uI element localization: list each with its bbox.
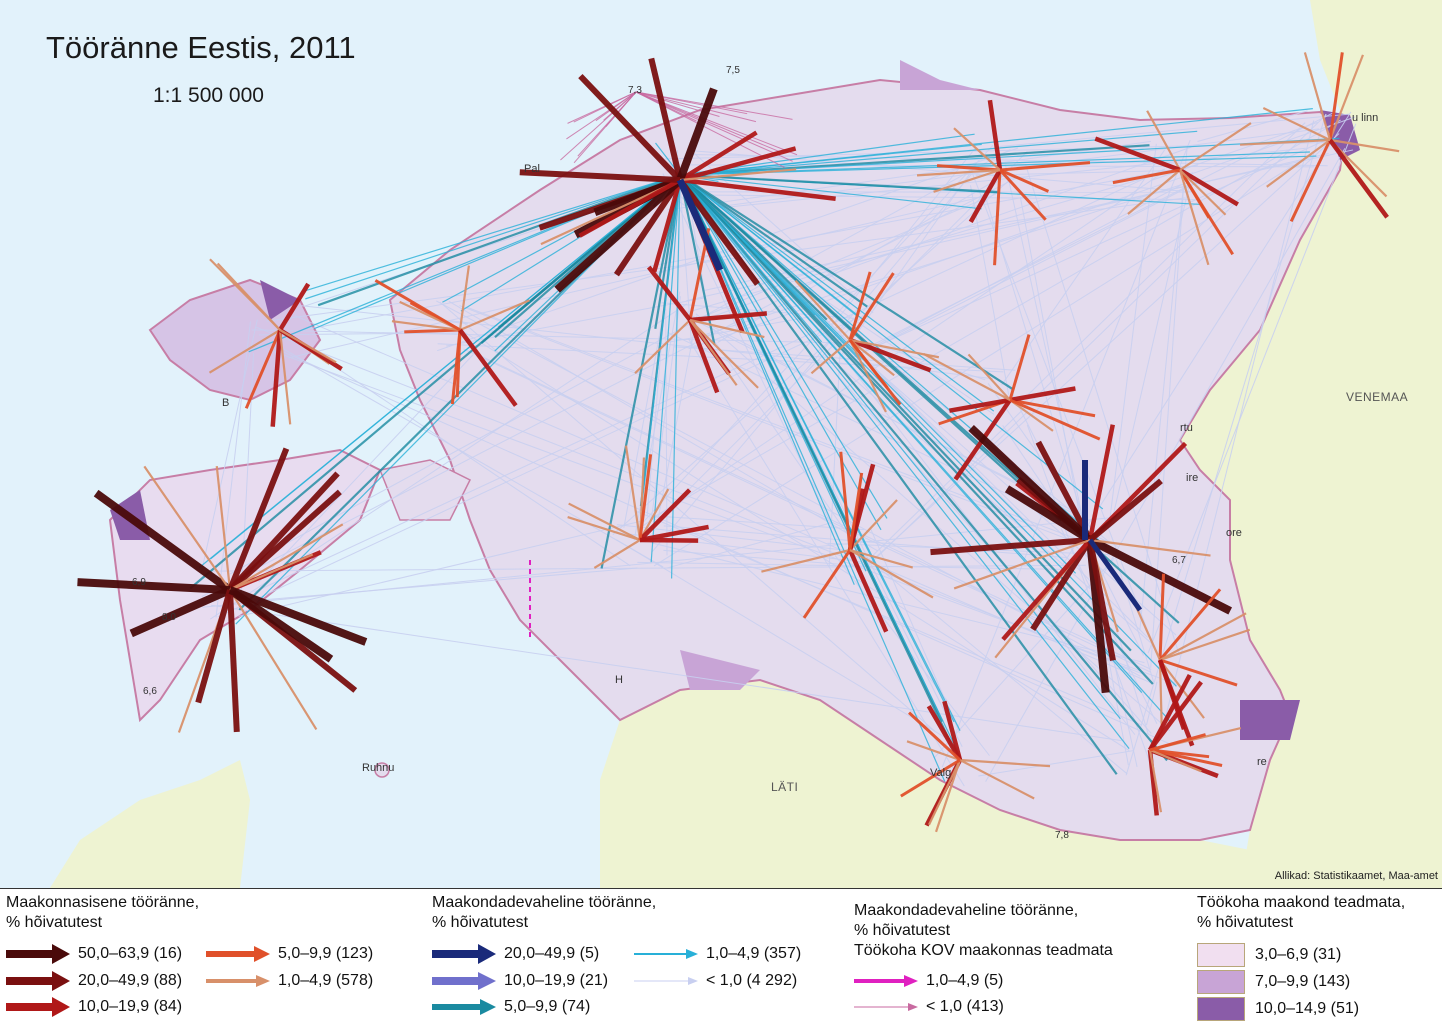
map-number-label: 7,3 xyxy=(628,85,642,96)
town-label-valga: Valg xyxy=(930,767,951,779)
map-number-label: 6,6 xyxy=(143,686,157,697)
color-swatch xyxy=(1197,997,1245,1021)
legend-item: 10,0–19,9 (21) xyxy=(432,971,608,991)
legend-workplace-unknown: Töökoha maakond teadmata, % hõivatutest xyxy=(1197,893,1405,933)
legend-heading: Maakonnasisene tööränne, xyxy=(6,893,199,913)
legend-heading: Maakondadevaheline tööränne, xyxy=(432,893,656,913)
arrow-icon xyxy=(6,944,70,964)
arrow-icon xyxy=(6,971,70,991)
arrow-icon xyxy=(432,997,496,1017)
town-label-ruhnu: Ruhnu xyxy=(362,762,394,774)
arrow-icon xyxy=(854,971,918,991)
arrow-icon xyxy=(6,997,70,1017)
legend-item: 10,0–19,9 (84) xyxy=(6,997,182,1017)
legend-item: < 1,0 (413) xyxy=(854,997,1004,1017)
color-swatch xyxy=(1197,970,1245,994)
map-number-label: 6,9 xyxy=(132,577,146,588)
arrow-icon xyxy=(206,944,270,964)
legend-between-unknown-kov: Maakondadevaheline tööränne, % hõivatute… xyxy=(854,901,1113,961)
country-label-latvia: LÄTI xyxy=(771,780,798,794)
legend-item: 20,0–49,9 (88) xyxy=(6,971,182,991)
legend-item: 3,0–6,9 (31) xyxy=(1197,943,1341,967)
flow-arrow-within xyxy=(640,540,698,541)
legend-item: 10,0–14,9 (51) xyxy=(1197,997,1359,1021)
legend-item: < 1,0 (4 292) xyxy=(634,971,797,991)
legend-heading: Maakondadevaheline tööränne, xyxy=(854,901,1113,921)
arrow-icon xyxy=(432,944,496,964)
map-area: 7,5 7,3 6,9 8,0 6,6 7,8 6,7 Tööränne Ees… xyxy=(0,0,1442,888)
legend-item: 5,0–9,9 (123) xyxy=(206,944,373,964)
map-number-label: 7,8 xyxy=(1055,830,1069,841)
legend-item: 1,0–4,9 (578) xyxy=(206,971,373,991)
map-number-label: 8,0 xyxy=(162,612,176,623)
arrow-icon xyxy=(206,971,270,991)
color-swatch xyxy=(1197,943,1245,967)
legend-subheading: % hõivatutest xyxy=(854,921,1113,941)
source-credit: Allikad: Statistikaamet, Maa-amet xyxy=(1275,870,1438,882)
map-number-label: 7,5 xyxy=(726,65,740,76)
town-label-haapsalu: H xyxy=(615,674,623,686)
map-number-label: 6,7 xyxy=(1172,555,1186,566)
legend-item: 5,0–9,9 (74) xyxy=(432,997,590,1017)
legend-subheading: Töökoha KOV maakonnas teadmata xyxy=(854,941,1113,961)
arrow-icon xyxy=(634,971,698,991)
legend-item: 7,0–9,9 (143) xyxy=(1197,970,1350,994)
legend-item: 1,0–4,9 (5) xyxy=(854,971,1003,991)
legend-item: 20,0–49,9 (5) xyxy=(432,944,599,964)
arrow-icon xyxy=(432,971,496,991)
country-label-russia: VENEMAA xyxy=(1346,390,1408,404)
legend: Maakonnasisene tööränne, % hõivatutest 5… xyxy=(0,888,1442,1023)
flow-arrow-within xyxy=(404,330,460,332)
arrow-icon xyxy=(634,944,698,964)
town-label-ose: ore xyxy=(1226,527,1242,539)
town-label-varska: re xyxy=(1257,756,1267,768)
town-label-b: B xyxy=(222,397,229,409)
legend-subheading: % hõivatutest xyxy=(432,913,656,933)
legend-item: 1,0–4,9 (357) xyxy=(634,944,801,964)
legend-subheading: % hõivatutest xyxy=(1197,913,1405,933)
legend-item: 50,0–63,9 (16) xyxy=(6,944,182,964)
map-scale: 1:1 500 000 xyxy=(153,84,264,108)
map-title: Tööränne Eestis, 2011 xyxy=(46,30,356,66)
town-label-paldiski: Pal xyxy=(524,163,540,175)
legend-subheading: % hõivatutest xyxy=(6,913,199,933)
town-label-tartu: rtu xyxy=(1180,422,1193,434)
town-label-jogeva: ire xyxy=(1186,472,1198,484)
arrow-icon xyxy=(854,997,918,1017)
legend-between-counties: Maakondadevaheline tööränne, % hõivatute… xyxy=(432,893,656,933)
legend-heading: Töökoha maakond teadmata, xyxy=(1197,893,1405,913)
migration-map: 7,5 7,3 6,9 8,0 6,6 7,8 6,7 xyxy=(0,0,1442,888)
town-label-tallinn: u linn xyxy=(1352,112,1378,124)
legend-within-county: Maakonnasisene tööränne, % hõivatutest xyxy=(6,893,199,933)
